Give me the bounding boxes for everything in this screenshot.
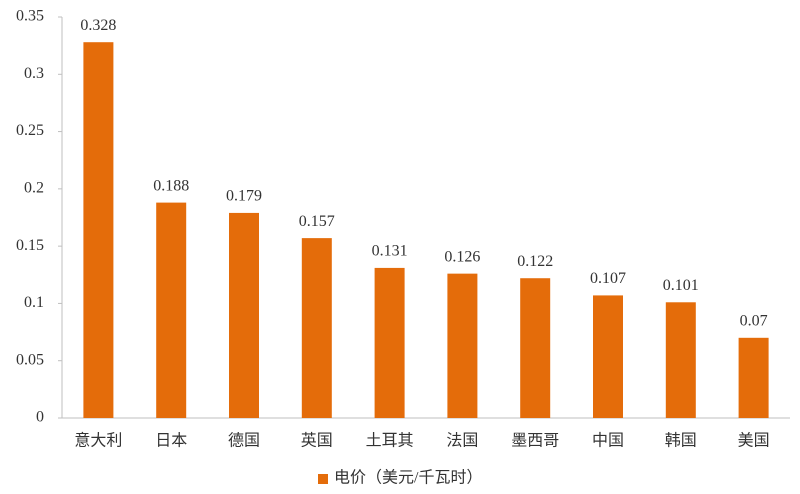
bar [156,202,187,418]
x-tick-label: 韩国 [665,432,697,450]
value-label: 0.131 [372,243,408,260]
value-label: 0.07 [740,312,768,329]
value-label: 0.328 [80,17,116,34]
legend-swatch [318,474,328,484]
y-tick-label: 0.1 [24,294,44,311]
value-label: 0.179 [226,188,262,205]
y-tick-label: 0.35 [16,8,44,25]
bar [593,295,623,418]
bar [447,273,478,418]
value-label: 0.188 [153,177,189,194]
bar [738,337,769,418]
bar [301,238,332,418]
y-tick-label: 0.3 [24,65,44,82]
x-tick-label: 墨西哥 [511,433,559,450]
value-label: 0.122 [517,253,553,270]
legend-label: 电价（美元/千瓦时） [334,469,482,487]
value-label: 0.101 [663,277,699,294]
bar [83,42,114,418]
value-label: 0.107 [590,270,626,287]
bar [374,267,405,418]
value-label: 0.126 [444,248,480,265]
x-tick-label: 德国 [228,432,260,450]
y-tick-label: 0.25 [16,122,44,139]
y-tick-label: 0.15 [16,237,44,254]
bar [229,212,259,418]
x-tick-label: 日本 [155,432,187,450]
bar [665,302,696,418]
x-tick-label: 意大利 [74,431,122,450]
x-tick-label: 中国 [592,432,624,450]
x-tick-label: 美国 [738,432,770,450]
value-label: 0.157 [299,213,335,230]
y-tick-label: 0.05 [16,351,44,368]
x-tick-label: 法国 [446,432,478,450]
bar [520,278,551,418]
x-tick-label: 英国 [301,432,333,450]
x-tick-label: 土耳其 [366,432,414,450]
y-tick-label: 0 [36,409,44,426]
y-tick-label: 0.2 [24,180,44,197]
